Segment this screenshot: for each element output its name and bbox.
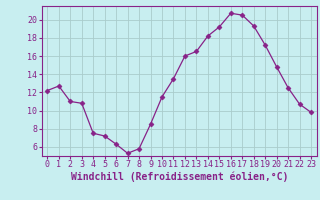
- X-axis label: Windchill (Refroidissement éolien,°C): Windchill (Refroidissement éolien,°C): [70, 172, 288, 182]
